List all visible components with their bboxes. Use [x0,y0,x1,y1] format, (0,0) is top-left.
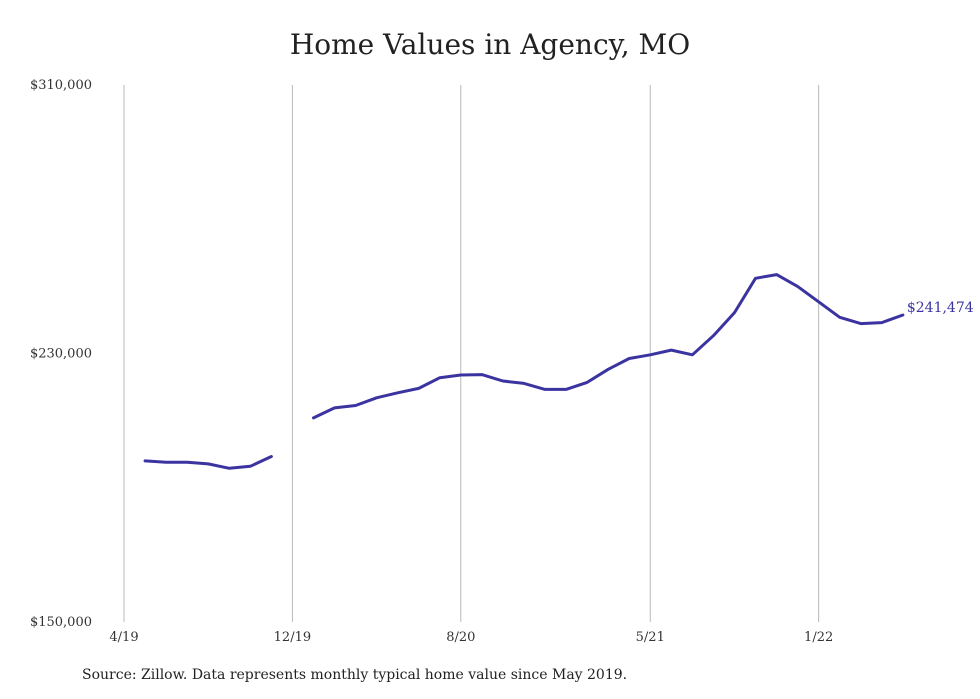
y-tick-label: $150,000 [30,615,92,630]
x-tick-label: 4/19 [109,630,138,645]
x-tick-label: 8/20 [446,630,475,645]
x-tick-label: 5/21 [636,630,665,645]
series-line-segment [312,273,905,420]
chart-title: Home Values in Agency, MO [289,28,691,61]
end-value-label: $241,474 [907,300,974,316]
grid-lines [123,85,820,622]
x-tick-label: 12/19 [274,630,311,645]
source-note: Source: Zillow. Data represents monthly … [82,667,628,683]
x-tick-label: 1/22 [804,630,833,645]
series-lines: $241,474 [143,273,974,470]
series-line-segment [143,455,273,470]
y-tick-label: $230,000 [30,347,92,362]
y-tick-label: $310,000 [30,78,92,93]
axis-labels: 4/19 12/19 8/20 5/21 1/22 $310,000 $230,000 $15… [30,78,833,645]
